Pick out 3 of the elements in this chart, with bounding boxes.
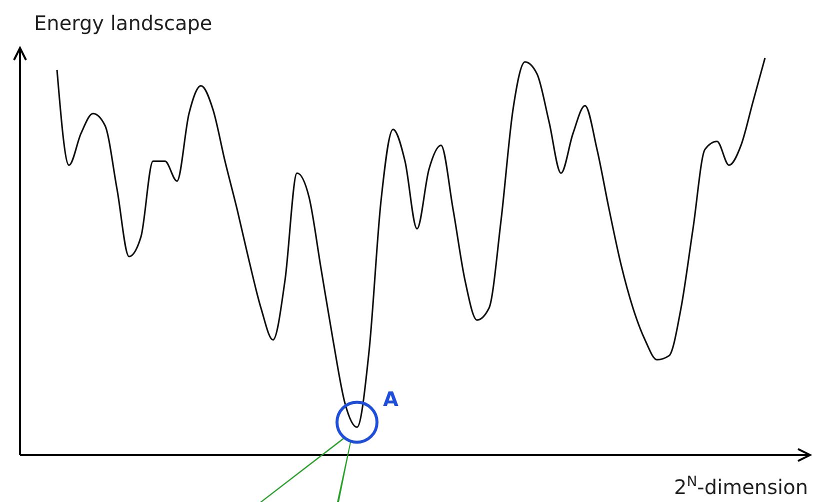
- annotation: A: [383, 387, 399, 412]
- x-axis-title: 2$^{N}$-dimension: [674, 474, 808, 499]
- y-axis-title: Energy landscape: [34, 11, 212, 35]
